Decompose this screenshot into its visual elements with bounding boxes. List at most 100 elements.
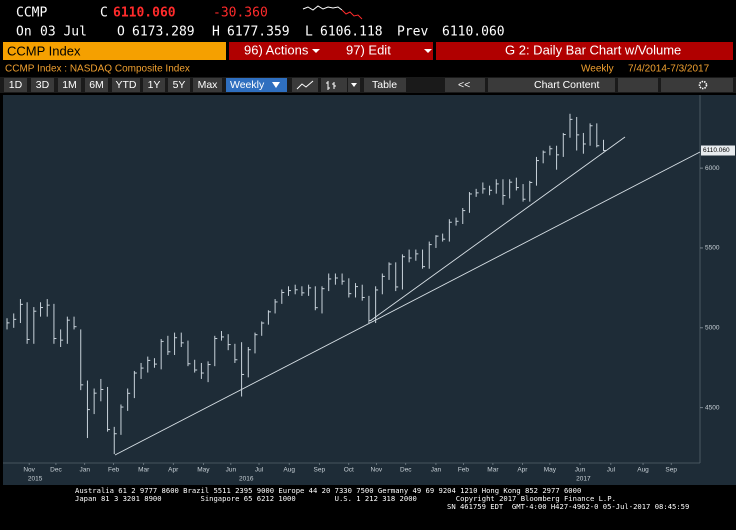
x-tick-label: Aug [283, 467, 295, 474]
security-description: CCMP Index : NASDAQ Composite Index [5, 64, 190, 75]
x-tick-label: Nov [23, 467, 35, 474]
x-tick-label: Aug [637, 467, 649, 474]
year-label: 2017 [576, 476, 591, 483]
panel-title: G 2: Daily Bar Chart w/Volume [505, 42, 681, 57]
high: 6177.359 [227, 25, 290, 40]
line-icon [296, 80, 314, 90]
x-tick-label: Oct [344, 467, 354, 474]
period: Weekly [581, 64, 614, 75]
date-range: 7/4/2014-7/3/2017 [628, 64, 710, 75]
actions-menu[interactable]: 96) Actions [244, 42, 309, 57]
y-tick-label: 6000 [705, 165, 720, 172]
frequency-button[interactable] [226, 78, 287, 92]
last-price-label: 6110.060 [703, 147, 730, 154]
x-tick-label: Apr [517, 467, 528, 474]
x-tick-label: Mar [487, 467, 499, 474]
table-label: Table [372, 79, 397, 91]
x-tick-label: Apr [168, 467, 179, 474]
open: 6173.289 [132, 25, 195, 40]
range-label: 1Y [148, 79, 161, 91]
dropdown-arrow [424, 49, 432, 53]
dropdown-arrow [312, 49, 320, 53]
range-label: YTD [116, 79, 137, 91]
range-button[interactable] [143, 78, 165, 92]
sparkline-down [341, 9, 363, 20]
menu-box [229, 42, 433, 60]
trend-line [369, 136, 626, 322]
range-button[interactable] [112, 78, 140, 92]
x-tick-label: Sep [665, 467, 677, 474]
x-tick-label: May [197, 467, 210, 474]
last-price-tag [701, 145, 735, 156]
x-tick-label: Sep [314, 467, 326, 474]
line-tool-button[interactable] [292, 78, 318, 92]
security: CCMP Index [7, 43, 81, 58]
footer-line: Australia 61 2 9777 8600 Brazil 5511 239… [75, 486, 581, 495]
range-label: 5Y [173, 79, 186, 91]
range-label: 1M [62, 79, 77, 91]
range-button[interactable] [58, 78, 81, 92]
x-tick-label: Jan [80, 467, 91, 474]
last-price: 6110.060 [113, 6, 176, 21]
y-tick-label: 4500 [705, 404, 720, 411]
table-button[interactable] [364, 78, 406, 92]
low: 6106.118 [320, 25, 383, 40]
date-prefix: On [16, 25, 32, 40]
year-label: 2015 [28, 476, 43, 483]
range-button[interactable] [193, 78, 222, 92]
ticker: CCMP [16, 6, 47, 21]
chart-content-label: Chart Content [534, 79, 599, 91]
open-prefix: O [117, 25, 125, 40]
x-tick-label: Jul [607, 467, 616, 474]
prev: 6110.060 [442, 25, 505, 40]
sparkline [302, 5, 343, 11]
range-label: 6M [89, 79, 104, 91]
x-tick-label: Jun [226, 467, 237, 474]
bar-icon [326, 81, 336, 90]
prev-prefix: Prev [397, 25, 428, 40]
footer-line: Japan 81 3 3201 8900 Singapore 65 6212 1… [75, 494, 616, 503]
x-tick-label: Feb [458, 467, 470, 474]
dropdown-arrow [351, 83, 357, 87]
x-tick-label: Dec [50, 467, 62, 474]
x-tick-label: Jun [575, 467, 586, 474]
range-label: Max [198, 79, 219, 91]
range-button[interactable] [85, 78, 108, 92]
x-tick-label: May [544, 467, 557, 474]
x-tick-label: Dec [400, 467, 412, 474]
back-button[interactable] [445, 78, 485, 92]
frequency: Weekly [230, 79, 265, 91]
range-button[interactable] [31, 78, 54, 92]
gear-icon [698, 80, 708, 90]
footer-line: SN 461759 EDT GMT-4:00 H427-4962-0 05-Ju… [447, 502, 689, 511]
back-label: << [458, 79, 470, 91]
chart-panel [3, 95, 736, 485]
range-button[interactable] [168, 78, 190, 92]
year-label: 2016 [239, 476, 254, 483]
security-box[interactable] [3, 42, 226, 60]
y-tick-label: 5000 [705, 325, 720, 332]
x-tick-label: Nov [371, 467, 383, 474]
net-change: -30.360 [213, 6, 268, 21]
edit-menu[interactable]: 97) Edit [346, 42, 391, 57]
chart-content-button[interactable] [488, 78, 615, 92]
x-tick-label: Jul [255, 467, 264, 474]
settings-button[interactable] [661, 78, 733, 92]
dropdown-arrow [272, 82, 280, 88]
high-prefix: H [212, 25, 220, 40]
x-tick-label: Mar [138, 467, 150, 474]
last-prefix: C [100, 6, 108, 21]
low-prefix: L [305, 25, 313, 40]
x-tick-label: Jan [431, 467, 442, 474]
blank-button[interactable] [618, 78, 658, 92]
range-label: 3D [36, 79, 50, 91]
x-tick-label: Feb [108, 467, 120, 474]
y-tick-label: 5500 [705, 245, 720, 252]
trend-line [114, 151, 701, 456]
date: 03 Jul [40, 25, 87, 40]
panel-box [436, 42, 733, 60]
range-label: 1D [9, 79, 23, 91]
range-button[interactable] [4, 78, 27, 92]
